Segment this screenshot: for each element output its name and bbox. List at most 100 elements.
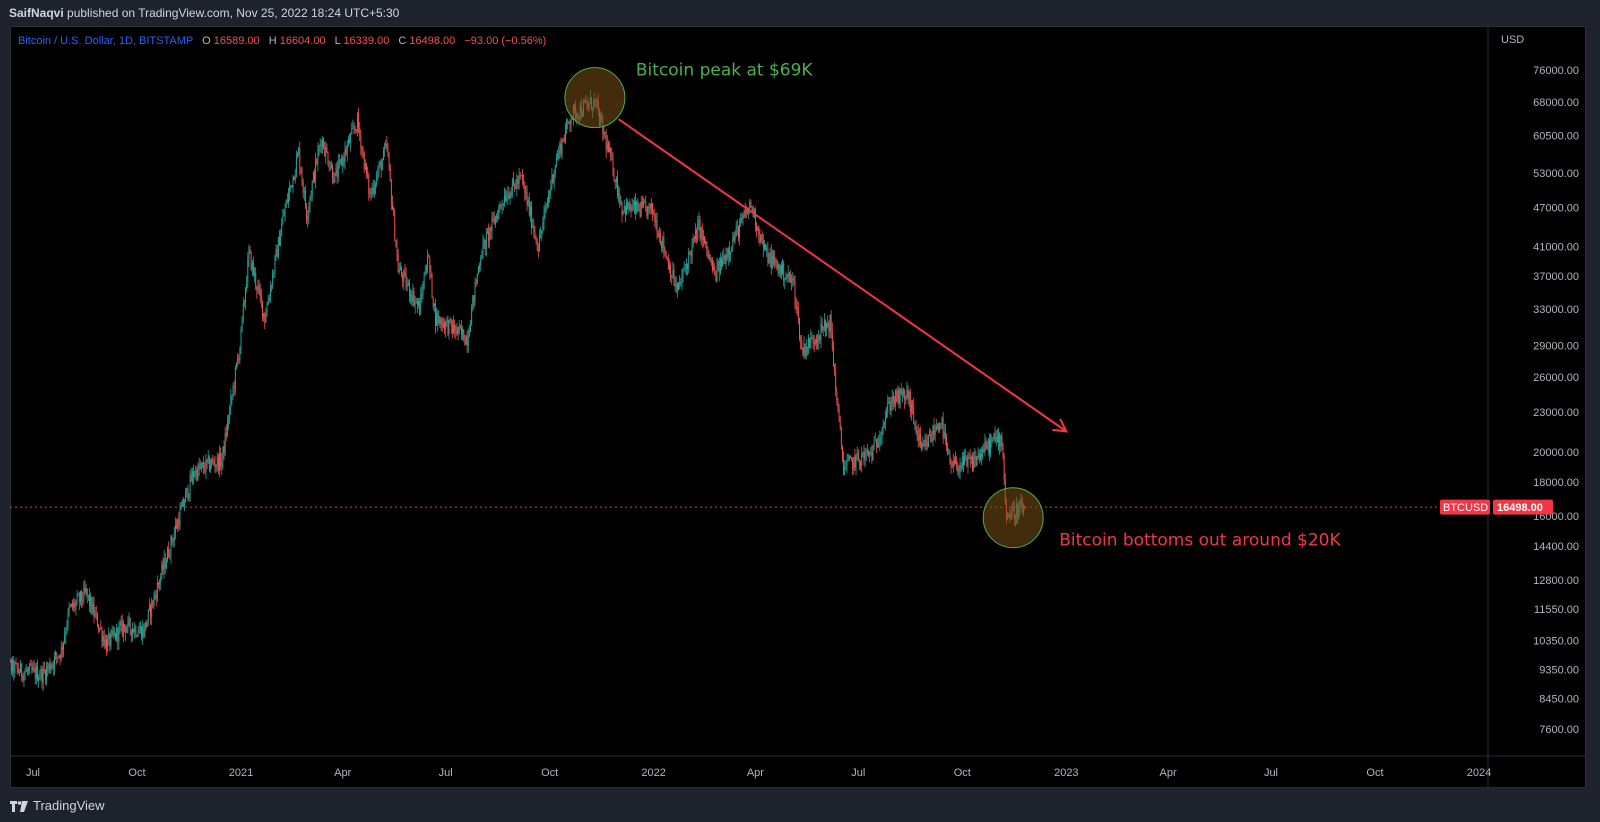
candle bbox=[256, 285, 258, 299]
candle bbox=[119, 619, 121, 634]
annotation-text[interactable]: Bitcoin peak at $69K bbox=[636, 61, 814, 81]
price-tick-label: 18000.00 bbox=[1533, 477, 1579, 489]
candle bbox=[879, 430, 881, 452]
candle bbox=[257, 279, 259, 294]
svg-text:Bitcoin / U.S. Dollar, 1D, BIT: Bitcoin / U.S. Dollar, 1D, BITSTAMP O 16… bbox=[18, 35, 546, 47]
candle bbox=[438, 310, 440, 326]
candle bbox=[107, 635, 109, 652]
annotation-text[interactable]: Bitcoin bottoms out around $20K bbox=[1059, 531, 1341, 551]
time-tick-label: Apr bbox=[747, 767, 764, 779]
candle bbox=[57, 656, 59, 663]
candle bbox=[210, 458, 211, 474]
candle bbox=[736, 219, 738, 236]
candle bbox=[900, 383, 902, 396]
candle bbox=[920, 426, 921, 449]
candle bbox=[148, 598, 150, 612]
candle bbox=[428, 253, 430, 258]
candle bbox=[280, 229, 282, 247]
currency-label[interactable]: USD bbox=[1501, 34, 1524, 46]
candle bbox=[941, 416, 943, 430]
highlight-circle[interactable] bbox=[564, 67, 626, 129]
candle bbox=[159, 578, 161, 591]
candle bbox=[271, 284, 272, 293]
time-axis[interactable]: Jul Oct 2021 Apr Jul Oct 2022 Apr Jul Oct 2023 Apr J… bbox=[26, 767, 1491, 779]
candle bbox=[718, 257, 720, 282]
candle bbox=[352, 119, 354, 129]
candle bbox=[304, 185, 306, 210]
candle bbox=[696, 227, 698, 244]
candle bbox=[419, 297, 421, 316]
candle bbox=[913, 397, 915, 425]
candle bbox=[184, 498, 185, 512]
trend-arrow[interactable] bbox=[618, 118, 1069, 433]
candle bbox=[137, 626, 139, 638]
author-name[interactable]: SaifNaqvi bbox=[9, 6, 64, 20]
candle bbox=[224, 427, 226, 457]
candle bbox=[932, 424, 934, 447]
candle bbox=[855, 454, 857, 476]
candle bbox=[260, 288, 262, 309]
candle bbox=[283, 209, 285, 217]
candle bbox=[509, 191, 511, 205]
candle bbox=[219, 445, 220, 478]
candle bbox=[410, 289, 412, 304]
candle bbox=[124, 623, 125, 633]
candle bbox=[250, 251, 252, 272]
candle bbox=[518, 167, 520, 190]
candle bbox=[539, 229, 540, 252]
highlight-circle[interactable] bbox=[982, 487, 1044, 549]
candle bbox=[836, 387, 838, 406]
candle bbox=[10, 658, 11, 663]
footer-brand[interactable]: TradingView bbox=[33, 798, 105, 813]
candle bbox=[909, 388, 911, 418]
candle bbox=[455, 324, 457, 340]
candle bbox=[970, 455, 972, 465]
candle bbox=[560, 137, 562, 158]
candle bbox=[628, 201, 630, 214]
candle bbox=[68, 602, 70, 617]
candle bbox=[67, 608, 69, 631]
candle bbox=[248, 244, 250, 268]
candle bbox=[196, 466, 198, 482]
candle bbox=[130, 629, 132, 643]
candle bbox=[506, 190, 508, 203]
tradingview-logo-icon[interactable] bbox=[10, 801, 28, 813]
candle bbox=[862, 451, 864, 458]
open-value: 16589.00 bbox=[214, 35, 260, 47]
candle bbox=[719, 252, 721, 276]
candle bbox=[255, 267, 257, 291]
candle bbox=[396, 238, 398, 262]
candle bbox=[80, 590, 81, 606]
candle bbox=[327, 151, 329, 167]
candle bbox=[144, 622, 146, 639]
candle bbox=[467, 328, 469, 353]
candle bbox=[866, 443, 868, 456]
candle bbox=[559, 140, 561, 159]
candle bbox=[620, 195, 622, 206]
symbol-title[interactable]: Bitcoin / U.S. Dollar, 1D, BITSTAMP bbox=[18, 35, 193, 47]
candle bbox=[993, 432, 995, 442]
price-axis[interactable]: 76000.00 68000.00 60500.00 53000.00 47000.00… bbox=[1533, 65, 1579, 736]
candle bbox=[143, 623, 145, 638]
candle bbox=[846, 453, 848, 473]
candle bbox=[208, 455, 210, 472]
candle bbox=[115, 632, 116, 641]
candle bbox=[979, 448, 981, 462]
candle bbox=[795, 296, 797, 314]
candle bbox=[35, 662, 37, 685]
candle bbox=[241, 315, 243, 333]
candle bbox=[321, 136, 323, 155]
price-chart[interactable]: 76000.00 68000.00 60500.00 53000.00 47000.00… bbox=[10, 26, 1586, 788]
candle bbox=[267, 294, 269, 306]
annotations-layer: Bitcoin peak at $69K Bitcoin bottoms out … bbox=[564, 61, 1342, 551]
candle bbox=[756, 221, 758, 238]
candle bbox=[765, 243, 767, 251]
candle bbox=[771, 249, 773, 270]
candle bbox=[868, 449, 869, 458]
candle bbox=[813, 335, 815, 353]
candle bbox=[976, 455, 978, 467]
candle bbox=[826, 322, 828, 337]
candle bbox=[553, 169, 555, 189]
candle bbox=[407, 279, 409, 287]
candle bbox=[738, 225, 739, 242]
